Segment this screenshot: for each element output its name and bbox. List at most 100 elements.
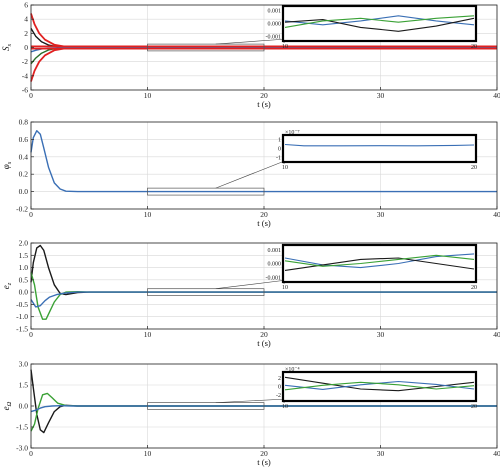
x-tick-label: 10 [144, 91, 152, 100]
inset-frame [281, 243, 478, 284]
series-line-blue [30, 130, 497, 193]
x-tick-label: 30 [377, 330, 385, 339]
inset-x-tick-label: 10 [282, 44, 288, 50]
x-axis-label: t (s) [257, 338, 271, 348]
inset-y-tick-label: -1 [276, 155, 281, 161]
x-tick-label: 20 [260, 330, 268, 339]
y-tick-label: 0.2 [19, 170, 29, 179]
zoom-arrow [215, 38, 288, 45]
x-tick-label: 40 [493, 449, 500, 458]
x-tick-label: 40 [493, 210, 500, 219]
y-axis-label: eΩ [1, 401, 13, 410]
panel-4: 0 10 20 30 403.01.50.0-1.5-3.0t (s)eΩ 10 2020-… [1, 360, 500, 468]
x-tick-label: 30 [377, 449, 385, 458]
panel-3: 0 10 20 30 40 2.0 1.5 1.0 0.5 0.0 -0.5 -1.0 -1.5 t (s… [1, 239, 500, 349]
inset-y-tick-label: -2 [276, 393, 281, 399]
y-tick-label: -3.0 [16, 444, 28, 453]
x-tick-label: 30 [377, 91, 385, 100]
y-tick-label: -4 [22, 71, 28, 80]
inset-x-tick-label: 20 [471, 404, 477, 410]
y-tick-label: -2 [22, 57, 28, 66]
inset-x-tick-label: 20 [471, 285, 477, 291]
y-axis-label-sub: s [6, 44, 13, 47]
y-tick-label: -0.5 [16, 300, 28, 309]
y-tick-label: 2 [24, 29, 28, 38]
x-tick-label: 0 [29, 91, 33, 100]
y-tick-label: 0.4 [19, 152, 29, 161]
inset-x-tick-label: 10 [282, 404, 288, 410]
y-tick-label: -6 [22, 86, 28, 95]
inset-y-tick-label: -0.001 [266, 275, 282, 281]
y-axis-label-main: φ [1, 164, 11, 169]
inset-series-line-green [284, 381, 475, 391]
y-tick-label: 0 [24, 43, 28, 52]
zoom-region-box [147, 43, 265, 52]
y-axis-label: φs [1, 161, 13, 169]
inset-series-line-black [284, 376, 475, 392]
x-tick-label: 20 [260, 449, 268, 458]
x-tick-label: 40 [493, 330, 500, 339]
y-tick-label: 1.0 [19, 263, 29, 272]
y-axis-label: ez [1, 282, 13, 289]
x-tick-label: 0 [29, 330, 33, 339]
x-tick-label: 20 [260, 91, 268, 100]
inset-y-tick-label: 0.000 [268, 262, 282, 268]
y-axis-label-main: e [1, 285, 11, 289]
zoom-region-box [147, 187, 265, 196]
y-tick-label: 0.0 [19, 187, 29, 196]
y-tick-label: 3.0 [19, 360, 29, 369]
x-tick-label: 10 [144, 210, 152, 219]
x-tick-label: 10 [144, 330, 152, 339]
x-axis-label: t (s) [257, 99, 271, 109]
series-line-blue [30, 291, 497, 308]
x-tick-label: 10 [144, 449, 152, 458]
inset-y-tick-label: 2 [278, 376, 281, 382]
y-axis-label-sub: s [6, 161, 13, 164]
zoom-arrow [215, 159, 288, 189]
y-tick-label: 4 [24, 15, 28, 24]
y-tick-label: 0.8 [19, 118, 29, 127]
x-axis-label: t (s) [257, 218, 271, 228]
series-line-blue [30, 405, 497, 413]
inset-x-tick-label: 10 [282, 165, 288, 171]
inset-y-exponent: ×10⁻⁷ [285, 130, 300, 136]
x-tick-label: 20 [260, 210, 268, 219]
y-tick-label: 1.5 [19, 381, 29, 390]
zoom-region-box [147, 288, 265, 296]
inset-y-tick-label: 0.000 [268, 22, 282, 28]
inset-series-line-blue [284, 15, 475, 26]
inset-series-line-blue [284, 143, 475, 147]
inset-series-line-green [284, 15, 475, 28]
x-tick-label: 40 [493, 91, 500, 100]
x-tick-label: 0 [29, 449, 33, 458]
y-tick-label: -1.0 [16, 312, 28, 321]
y-axis-label-main: S [1, 46, 11, 51]
inset-y-tick-label: 0.001 [268, 9, 282, 15]
inset-y-tick-label: 1 [278, 138, 281, 144]
y-tick-label: 6 [24, 1, 28, 10]
y-axis-label: Ss [1, 44, 13, 52]
inset-frame [281, 133, 478, 164]
y-tick-label: 0.0 [19, 402, 29, 411]
inset-x-tick-label: 10 [282, 285, 288, 291]
y-axis-label-main: e [1, 406, 11, 410]
x-tick-label: 0 [29, 210, 33, 219]
inset-y-exponent: ×10⁻⁴ [285, 367, 300, 373]
zoom-arrow [215, 398, 288, 403]
x-axis-label: t (s) [257, 457, 271, 467]
x-tick-label: 30 [377, 210, 385, 219]
inset-x-tick-label: 20 [471, 44, 477, 50]
y-tick-label: 2.0 [19, 239, 29, 248]
y-tick-label: -1.5 [16, 423, 28, 432]
inset-series-line-green [284, 254, 475, 267]
inset-x-tick-label: 20 [471, 165, 477, 171]
y-tick-label: 0.6 [19, 135, 29, 144]
inset-y-tick-label: 0 [278, 385, 281, 391]
zoom-region-box [147, 402, 265, 410]
y-axis-label-sub: Ω [6, 401, 13, 406]
y-tick-label: 0.5 [19, 275, 29, 284]
y-tick-label: 0.0 [19, 288, 29, 297]
